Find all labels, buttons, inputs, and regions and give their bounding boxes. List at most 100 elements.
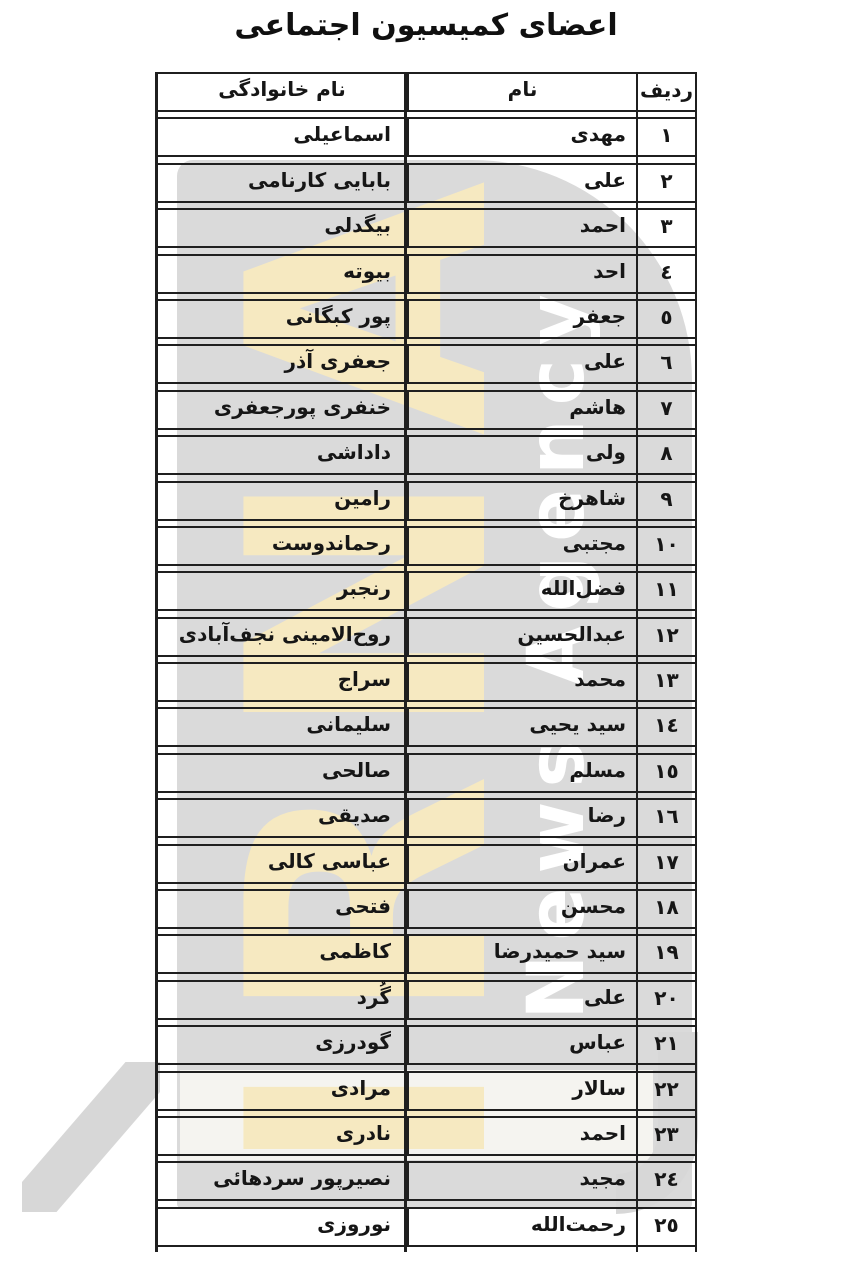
table-row: ۲۳ احمد نادری (155, 1115, 697, 1156)
header-last-name: نام خانوادگی (218, 77, 346, 101)
cell-last-name: پور کبگانی (285, 303, 391, 328)
cell-first-name: محمد (407, 664, 636, 701)
cell-last-name: بیگدلی (324, 213, 391, 238)
cell-row-number: ۲۰ (636, 981, 695, 1018)
header-first-name: نام (407, 74, 636, 110)
cell-row-number: ۸ (636, 437, 695, 474)
cell-first-name: رضا (407, 800, 636, 837)
cell-first-name: هاشم (407, 391, 636, 428)
table-row: ٥ جعفر پور کبگانی (155, 298, 697, 339)
cell-first-name: علی (407, 346, 636, 383)
cell-row-number: ۱۸ (636, 891, 695, 928)
cell-first-name: شاهرخ (407, 482, 636, 519)
cell-first-name: احد (407, 255, 636, 292)
table-row: ۹ شاهرخ رامین (155, 480, 697, 521)
cell-last-name: جعفری آذر (284, 349, 391, 374)
table-row: ۱۳ محمد سراج (155, 662, 697, 703)
table-row: ٤ احد بیوته (155, 253, 697, 294)
cell-row-number: ۲٤ (636, 1163, 695, 1200)
cell-row-number: ۱۷ (636, 845, 695, 882)
cell-row-number: ۲۳ (636, 1117, 695, 1154)
cell-last-name: گودرزی (315, 1030, 391, 1055)
table-divider-first-name (404, 72, 407, 1252)
table-row: ۲۱ عباس گودرزی (155, 1025, 697, 1066)
cell-row-number: ٥ (636, 300, 695, 337)
cell-last-name: اسماعیلی (293, 122, 391, 147)
cell-first-name: سید یحیی (407, 709, 636, 746)
table-row: ۱۲ عبدالحسین روح‌الامینی نجف‌آبادی (155, 616, 697, 657)
cell-row-number: ٤ (636, 255, 695, 292)
cell-last-name: رامین (334, 485, 391, 510)
cell-row-number: ۱ (636, 119, 695, 156)
header-row-number: ردیف (636, 74, 695, 110)
cell-row-number: ۱۲ (636, 618, 695, 655)
cell-last-name: سلیمانی (306, 712, 391, 737)
table-row: ۱٦ رضا صدیقی (155, 798, 697, 839)
table-header-row: ردیف نام نام خانوادگی (155, 72, 697, 112)
cell-row-number: ۱٤ (636, 709, 695, 746)
cell-row-number: ۱۳ (636, 664, 695, 701)
table-row: ۲٤ مجید نصیرپور سردهائی (155, 1161, 697, 1202)
table-outer-left-border (155, 72, 158, 1252)
cell-first-name: عباس (407, 1027, 636, 1064)
cell-row-number: ۹ (636, 482, 695, 519)
cell-row-number: ۳ (636, 210, 695, 247)
cell-row-number: ۱٥ (636, 754, 695, 791)
cell-row-number: ۱۹ (636, 936, 695, 973)
table-row: ۳ احمد بیگدلی (155, 208, 697, 249)
cell-last-name: صدیقی (317, 803, 391, 828)
cell-last-name: صالحی (322, 757, 391, 782)
cell-last-name: کاظمی (319, 939, 391, 964)
table-row: ۷ هاشم خنفری پورجعفری (155, 389, 697, 430)
table-row: ۸ ولی داداشی (155, 435, 697, 476)
table-row: ۲۲ سالار مرادی (155, 1070, 697, 1111)
table-row: ۱٥ مسلم صالحی (155, 752, 697, 793)
cell-last-name: روح‌الامینی نجف‌آبادی (178, 621, 391, 646)
cell-first-name: جعفر (407, 300, 636, 337)
table-row: ٦ علی جعفری آذر (155, 344, 697, 385)
document-title: اعضای کمیسیون اجتماعی (234, 8, 618, 43)
cell-first-name: احمد (407, 1117, 636, 1154)
cell-last-name: بابایی کارنامی (247, 167, 391, 192)
table-row: ۱۹ سید حمیدرضا کاظمی (155, 934, 697, 975)
cell-last-name: عباسی کالی (267, 848, 391, 873)
cell-first-name: فضل‌الله (407, 573, 636, 610)
cell-first-name: مهدی (407, 119, 636, 156)
cell-first-name: عمران (407, 845, 636, 882)
table-row: ۲٥ رحمت‌الله نوروزی (155, 1206, 697, 1247)
cell-first-name: ولی (407, 437, 636, 474)
cell-first-name: عبدالحسین (407, 618, 636, 655)
cell-last-name: سراج (337, 667, 391, 692)
cell-first-name: محسن (407, 891, 636, 928)
commission-members-table: ردیف نام نام خانوادگی ۱ مهدی اسماعیلی ۲ علی بابا… (155, 72, 697, 1252)
cell-first-name: سالار (407, 1072, 636, 1109)
cell-first-name: علی (407, 164, 636, 201)
table-row: ۱۱ فضل‌الله رنجبر (155, 571, 697, 612)
cell-first-name: علی (407, 981, 636, 1018)
table-divider-row-number (635, 72, 638, 1252)
cell-row-number: ۱۰ (636, 527, 695, 564)
table-outer-right-border (694, 72, 697, 1252)
cell-row-number: ۲۱ (636, 1027, 695, 1064)
cell-first-name: مسلم (407, 754, 636, 791)
cell-first-name: مجتبی (407, 527, 636, 564)
cell-last-name: مرادی (330, 1075, 391, 1100)
cell-last-name: خنفری پورجعفری (213, 394, 391, 419)
table-row: ۱٤ سید یحیی سلیمانی (155, 707, 697, 748)
table-row: ۱۸ محسن فتحی (155, 889, 697, 930)
cell-last-name: رنجبر (336, 576, 391, 601)
cell-row-number: ۱٦ (636, 800, 695, 837)
cell-last-name: نادری (335, 1120, 391, 1145)
cell-first-name: سید حمیدرضا (407, 936, 636, 973)
cell-last-name: فتحی (335, 894, 391, 919)
table-row: ۲ علی بابایی کارنامی (155, 162, 697, 203)
cell-last-name: نوروزی (317, 1211, 391, 1236)
table-row: ۱۷ عمران عباسی کالی (155, 843, 697, 884)
cell-first-name: احمد (407, 210, 636, 247)
cell-last-name: داداشی (316, 440, 391, 465)
cell-row-number: ۱۱ (636, 573, 695, 610)
table-row: ۱ مهدی اسماعیلی (155, 117, 697, 158)
cell-last-name: بیوته (343, 258, 391, 283)
table-row: ۱۰ مجتبی رحماندوست (155, 525, 697, 566)
